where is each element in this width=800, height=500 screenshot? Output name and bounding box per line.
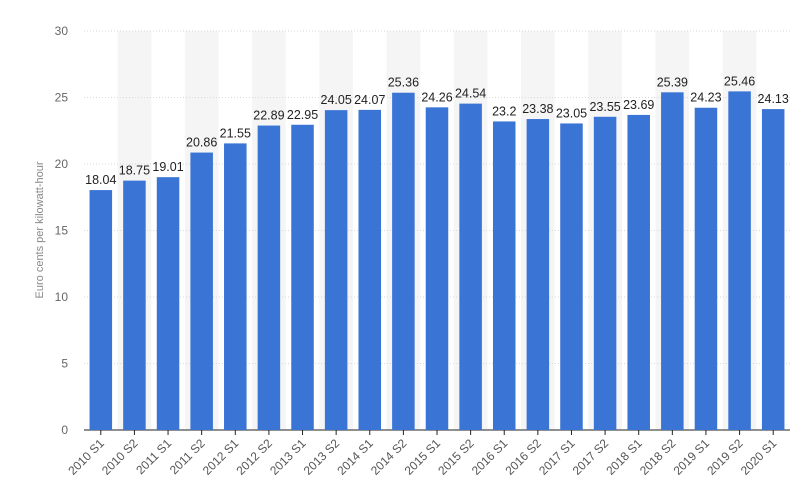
data-label: 18.75 [119,164,150,178]
y-tick-label: 15 [55,224,69,238]
x-tick-label: 2017 S2 [570,436,612,478]
data-label: 20.86 [186,136,217,150]
bar[interactable] [224,143,247,430]
data-label: 23.2 [492,104,516,118]
x-tick-label: 2014 S2 [368,436,410,478]
bar[interactable] [560,123,583,430]
bar[interactable] [627,114,650,430]
x-tick-label: 2019 S1 [671,436,713,478]
data-label: 25.39 [657,75,688,89]
x-tick-label: 2016 S1 [469,436,511,478]
x-tick-label: 2012 S2 [234,436,276,478]
x-tick-label: 2010 S1 [65,436,107,478]
data-label: 23.69 [623,98,654,112]
x-tick-label: 2015 S2 [435,436,477,478]
bar[interactable] [123,180,146,430]
data-label: 21.55 [220,126,251,140]
data-label: 23.38 [522,102,553,116]
x-tick-label: 2013 S1 [267,436,309,478]
bar[interactable] [89,190,113,430]
data-label: 24.05 [321,93,352,107]
bars [89,91,785,431]
data-label: 24.07 [354,93,385,107]
x-tick-label: 2011 S1 [133,436,174,477]
x-tick-label: 2013 S2 [301,436,343,478]
x-tick-label: 2017 S1 [536,436,578,478]
data-label: 19.01 [152,160,183,174]
y-tick-label: 0 [61,423,68,437]
x-tick-label: 2015 S1 [402,436,444,478]
bar[interactable] [257,125,281,431]
bar[interactable] [190,152,213,430]
bar[interactable] [156,177,180,430]
data-label: 23.55 [589,100,620,114]
y-tick-label: 10 [55,290,69,304]
data-label: 22.89 [253,109,284,123]
x-tick-label: 2018 S2 [637,436,679,478]
bar[interactable] [661,92,684,431]
y-tick-label: 5 [61,357,68,371]
bar[interactable] [324,110,348,430]
bar[interactable] [761,109,785,431]
y-tick-label: 20 [55,157,69,171]
y-axis-ticks: 0 5 10 15 20 25 30 [55,24,69,437]
bar[interactable] [526,119,550,431]
bar[interactable] [291,124,314,430]
bar[interactable] [459,103,482,431]
y-axis-title: Euro cents per kilowatt-hour [34,161,46,298]
x-tick-label: 2019 S2 [704,436,746,478]
data-label: 24.26 [421,90,452,104]
bar[interactable] [728,91,751,430]
data-label: 23.05 [556,106,587,120]
bar[interactable] [593,116,617,430]
x-tick-label: 2018 S1 [603,436,645,478]
data-label: 25.46 [724,74,755,88]
y-tick-label: 30 [55,24,69,38]
bar[interactable] [492,121,516,430]
data-label: 22.95 [287,108,318,122]
x-tick-label: 2010 S2 [99,436,141,478]
data-label: 24.54 [455,87,486,101]
data-label: 24.13 [758,92,789,106]
bar[interactable] [358,109,382,430]
x-tick-label: 2016 S2 [502,436,544,478]
x-tick-label: 2020 S1 [738,436,780,478]
data-label: 24.23 [690,91,721,105]
bar[interactable] [694,107,718,430]
data-label: 25.36 [388,76,419,90]
bar[interactable] [425,107,449,430]
y-tick-label: 25 [55,91,69,105]
x-tick-label: 2012 S1 [200,436,242,478]
bar[interactable] [392,92,415,430]
data-label: 18.04 [85,173,116,187]
x-tick-label: 2014 S1 [334,436,376,478]
